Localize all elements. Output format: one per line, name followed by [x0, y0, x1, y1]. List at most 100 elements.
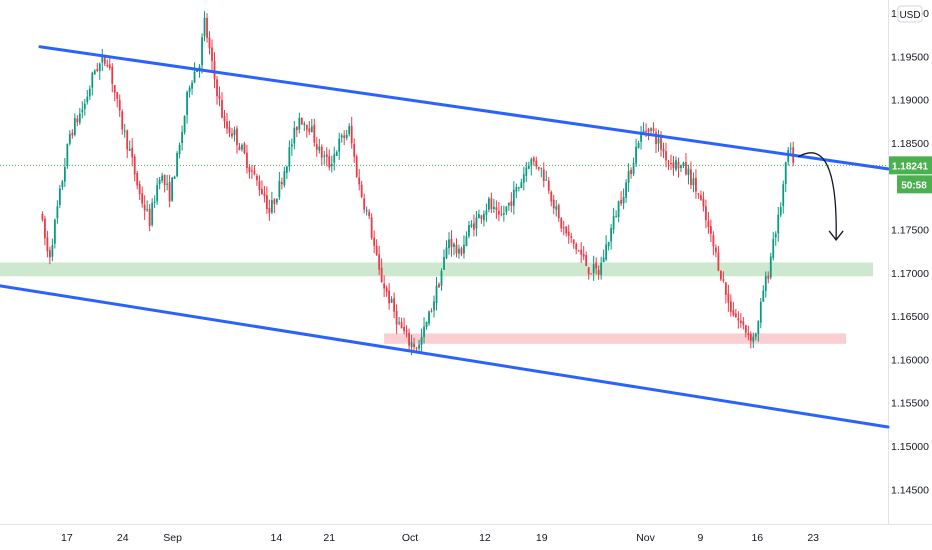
candle: [203, 11, 206, 42]
candle: [191, 80, 193, 95]
candle: [373, 230, 376, 254]
candle-body: [577, 250, 580, 252]
candle-body: [315, 144, 318, 150]
candle: [51, 238, 54, 262]
candle: [567, 224, 570, 244]
candle: [268, 199, 271, 221]
candle-body: [752, 336, 755, 342]
candle: [470, 220, 473, 228]
candle: [83, 98, 86, 116]
candle: [739, 313, 742, 328]
candle-body: [582, 254, 585, 257]
candle: [380, 258, 383, 283]
time-tick-label: 17: [61, 532, 73, 544]
candle-body: [535, 160, 538, 167]
candle-body: [749, 333, 752, 341]
candle: [246, 144, 248, 174]
candle-body: [443, 256, 445, 270]
candle: [178, 142, 181, 159]
price-tick-label: 1.15000: [891, 441, 929, 453]
candle: [333, 146, 336, 171]
candle: [126, 129, 129, 159]
channel-upper-line: [38, 45, 890, 171]
candle-body: [724, 282, 727, 295]
candle: [782, 180, 785, 214]
candle-body: [360, 184, 363, 197]
candle: [502, 205, 505, 222]
candle: [510, 192, 513, 213]
candle-body: [153, 201, 156, 203]
candle-body: [88, 88, 91, 97]
candle: [555, 199, 558, 217]
candle-body: [625, 182, 627, 198]
candle-body: [655, 132, 657, 145]
time-tick-label: 21: [323, 532, 335, 544]
candle: [577, 249, 580, 252]
candle-body: [705, 206, 707, 221]
candle-body: [433, 301, 435, 311]
candle-body: [298, 117, 301, 130]
candle: [473, 214, 475, 237]
candle: [66, 143, 69, 169]
candle-body: [702, 198, 705, 207]
candle: [428, 310, 430, 326]
candle-body: [158, 179, 161, 185]
candle: [228, 120, 231, 138]
price-tick-label: 1.17500: [891, 225, 929, 237]
candle: [96, 62, 99, 73]
candle-body: [545, 179, 548, 181]
candle: [607, 241, 610, 251]
candle-body: [537, 166, 540, 169]
candle: [767, 271, 770, 284]
candle-body: [660, 137, 662, 150]
candle-body: [685, 162, 687, 175]
candle: [734, 308, 737, 318]
time-tick-label: 12: [479, 532, 491, 544]
candle-body: [261, 188, 263, 195]
candle: [448, 232, 450, 255]
projection-arrow-curve: [797, 152, 837, 240]
candle-body: [76, 118, 79, 123]
candle-body: [483, 213, 485, 221]
candle-body: [500, 214, 503, 216]
candle: [91, 71, 94, 96]
candle: [293, 121, 296, 150]
candle: [61, 179, 64, 191]
candle-body: [744, 325, 747, 333]
candle: [148, 203, 151, 232]
candle-body: [610, 227, 613, 242]
candle-body: [345, 134, 348, 138]
candle: [388, 282, 391, 310]
candle: [662, 142, 665, 159]
candle-body: [146, 209, 149, 211]
time-axis[interactable]: 17 24 Sep 14 21 Oct 12 19 Nov 9 16 23: [61, 532, 819, 544]
candle: [385, 285, 388, 297]
candle: [582, 246, 585, 261]
price-tick-label: 1.17000: [891, 268, 929, 280]
time-tick-label: 24: [117, 532, 129, 544]
candle-body: [405, 330, 408, 332]
candle: [450, 230, 453, 257]
candle: [46, 230, 49, 258]
candle-body: [390, 299, 393, 303]
candle-body: [672, 162, 675, 168]
candle-body: [420, 337, 423, 345]
candle-body: [121, 111, 124, 130]
candle: [368, 209, 371, 220]
candle-body: [238, 146, 241, 151]
price-axis[interactable]: 1.200001.195001.190001.185001.175001.170…: [891, 8, 929, 496]
candle-body: [695, 177, 697, 192]
candle-body: [166, 183, 169, 185]
candle: [58, 184, 61, 209]
candle-body: [729, 301, 732, 312]
candle: [535, 156, 538, 170]
candle-body: [186, 91, 188, 115]
currency-button[interactable]: USD: [897, 5, 923, 23]
candle-body: [769, 256, 772, 278]
candle: [151, 198, 154, 227]
zones-layer: [0, 262, 874, 344]
candle-body: [587, 267, 590, 275]
candle-body: [622, 197, 625, 204]
